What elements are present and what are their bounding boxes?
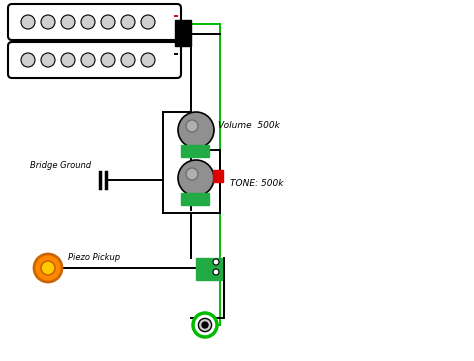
Bar [196,258,222,280]
Circle shape [81,15,95,29]
Circle shape [101,15,115,29]
Circle shape [186,168,198,180]
Circle shape [199,318,211,332]
Circle shape [81,53,95,67]
Circle shape [21,15,35,29]
Text: Bridge Ground: Bridge Ground [30,161,91,170]
Circle shape [213,269,219,275]
FancyBboxPatch shape [8,4,181,40]
Text: Volume  500k: Volume 500k [218,121,280,130]
Circle shape [121,15,135,29]
Circle shape [61,53,75,67]
Bar [175,20,191,46]
Circle shape [121,53,135,67]
Circle shape [41,15,55,29]
Circle shape [21,53,35,67]
Circle shape [41,53,55,67]
Circle shape [141,53,155,67]
Circle shape [202,322,208,328]
Circle shape [193,313,217,337]
Circle shape [34,254,62,282]
Circle shape [178,112,214,148]
FancyBboxPatch shape [8,42,181,78]
Circle shape [61,15,75,29]
Text: Piezo Pickup: Piezo Pickup [68,253,120,262]
Bar [181,193,209,205]
Circle shape [41,261,55,275]
Bar [181,145,209,157]
Circle shape [186,120,198,132]
Bar [213,170,223,182]
Text: TONE: 500k: TONE: 500k [230,178,283,187]
Circle shape [213,259,219,265]
Circle shape [141,15,155,29]
Circle shape [178,160,214,196]
Circle shape [101,53,115,67]
